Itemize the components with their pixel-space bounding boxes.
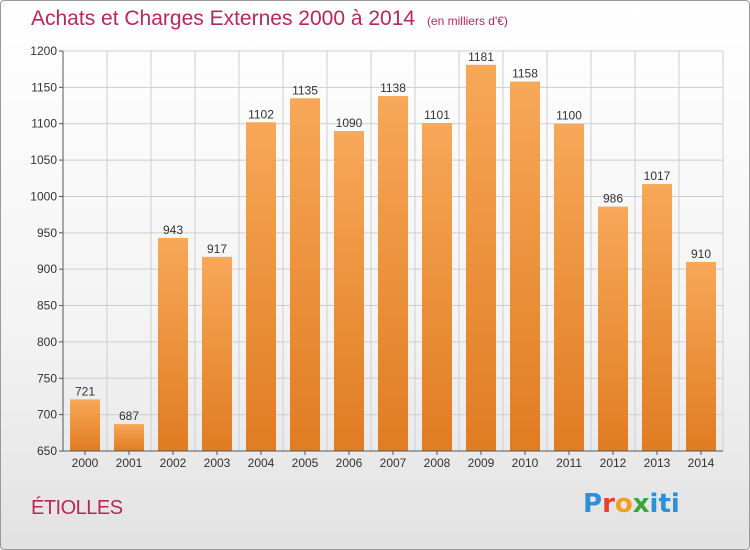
data-label-2007: 1138 <box>380 81 406 95</box>
bar-2005 <box>290 98 320 451</box>
bar-2011 <box>554 123 584 452</box>
bar-2003 <box>202 256 232 451</box>
data-label-2002: 943 <box>163 223 183 237</box>
y-tick-label: 1050 <box>30 153 57 167</box>
logo-letter: iti <box>649 489 680 519</box>
x-tick-label-2014: 2014 <box>688 456 715 470</box>
y-tick-label: 700 <box>37 408 57 422</box>
x-tick-label-2002: 2002 <box>160 456 187 470</box>
logo-letter: P <box>583 489 603 519</box>
y-tick-label: 1100 <box>31 117 57 131</box>
bar-2002 <box>158 237 188 451</box>
y-tick-label: 1200 <box>30 44 57 58</box>
chart-title: Achats et Charges Externes 2000 à 2014 (… <box>31 7 508 31</box>
y-tick-label: 1150 <box>31 80 57 94</box>
bar-2007 <box>378 96 408 451</box>
data-label-2006: 1090 <box>336 116 363 130</box>
data-label-2011: 1100 <box>556 109 582 123</box>
y-tick-label: 800 <box>37 335 57 349</box>
logo-letter: o <box>614 489 633 519</box>
bar-2010 <box>510 81 540 451</box>
y-tick-label: 650 <box>37 444 57 458</box>
bar-2008 <box>422 123 452 451</box>
data-label-2014: 910 <box>691 247 711 261</box>
bar-2001 <box>114 424 144 451</box>
x-tick-label-2011: 2011 <box>556 456 582 470</box>
data-label-2004: 1102 <box>248 107 274 121</box>
bar-2004 <box>246 122 276 451</box>
proxiti-logo[interactable]: Proxiti <box>583 489 680 519</box>
x-tick-label-2013: 2013 <box>644 456 671 470</box>
x-tick-label-2000: 2000 <box>72 456 99 470</box>
data-label-2005: 1135 <box>292 83 318 97</box>
data-label-2013: 1017 <box>644 169 671 183</box>
x-tick-label-2005: 2005 <box>292 456 319 470</box>
x-tick-label-2003: 2003 <box>204 456 231 470</box>
bar-2009 <box>466 64 496 451</box>
y-tick-label: 900 <box>37 262 57 276</box>
bar-2013 <box>642 184 672 451</box>
bar-2006 <box>334 131 364 451</box>
x-tick-label-2007: 2007 <box>380 456 407 470</box>
x-tick-label-2009: 2009 <box>468 456 495 470</box>
bar-2014 <box>686 261 716 451</box>
data-labels: 721 687 943 917 1102 1135 1090 1138 1101 1181 1158… <box>75 50 711 423</box>
logo-letter: r <box>602 489 615 519</box>
x-tick-label-2006: 2006 <box>336 456 363 470</box>
y-tick-label: 850 <box>37 299 57 313</box>
bar-2000 <box>70 399 100 451</box>
data-label-2003: 917 <box>207 242 227 256</box>
data-label-2008: 1101 <box>424 108 450 122</box>
y-tick-label: 1000 <box>30 189 57 203</box>
x-tick-label-2010: 2010 <box>512 456 539 470</box>
x-tick-label-2004: 2004 <box>248 456 275 470</box>
x-tick-label-2008: 2008 <box>424 456 451 470</box>
city-name: ÉTIOLLES <box>31 497 123 519</box>
y-tick-label: 750 <box>37 371 57 385</box>
data-label-2000: 721 <box>75 384 95 398</box>
data-label-2009: 1181 <box>468 50 494 64</box>
axes: 650 700 750 800 850 900 950 1000 1050 1100 1150 120… <box>30 44 723 470</box>
data-label-2012: 986 <box>603 192 623 206</box>
chart-subtitle: (en milliers d'€) <box>426 14 508 28</box>
logo-letter: x <box>632 489 650 519</box>
bars <box>70 64 716 452</box>
bar-2012 <box>598 206 628 451</box>
x-tick-label-2001: 2001 <box>116 456 143 470</box>
data-label-2001: 687 <box>119 409 139 423</box>
data-label-2010: 1158 <box>512 67 538 81</box>
chart-title-text: Achats et Charges Externes 2000 à 2014 <box>31 7 416 30</box>
y-tick-label: 950 <box>37 226 57 240</box>
x-tick-label-2012: 2012 <box>600 456 627 470</box>
